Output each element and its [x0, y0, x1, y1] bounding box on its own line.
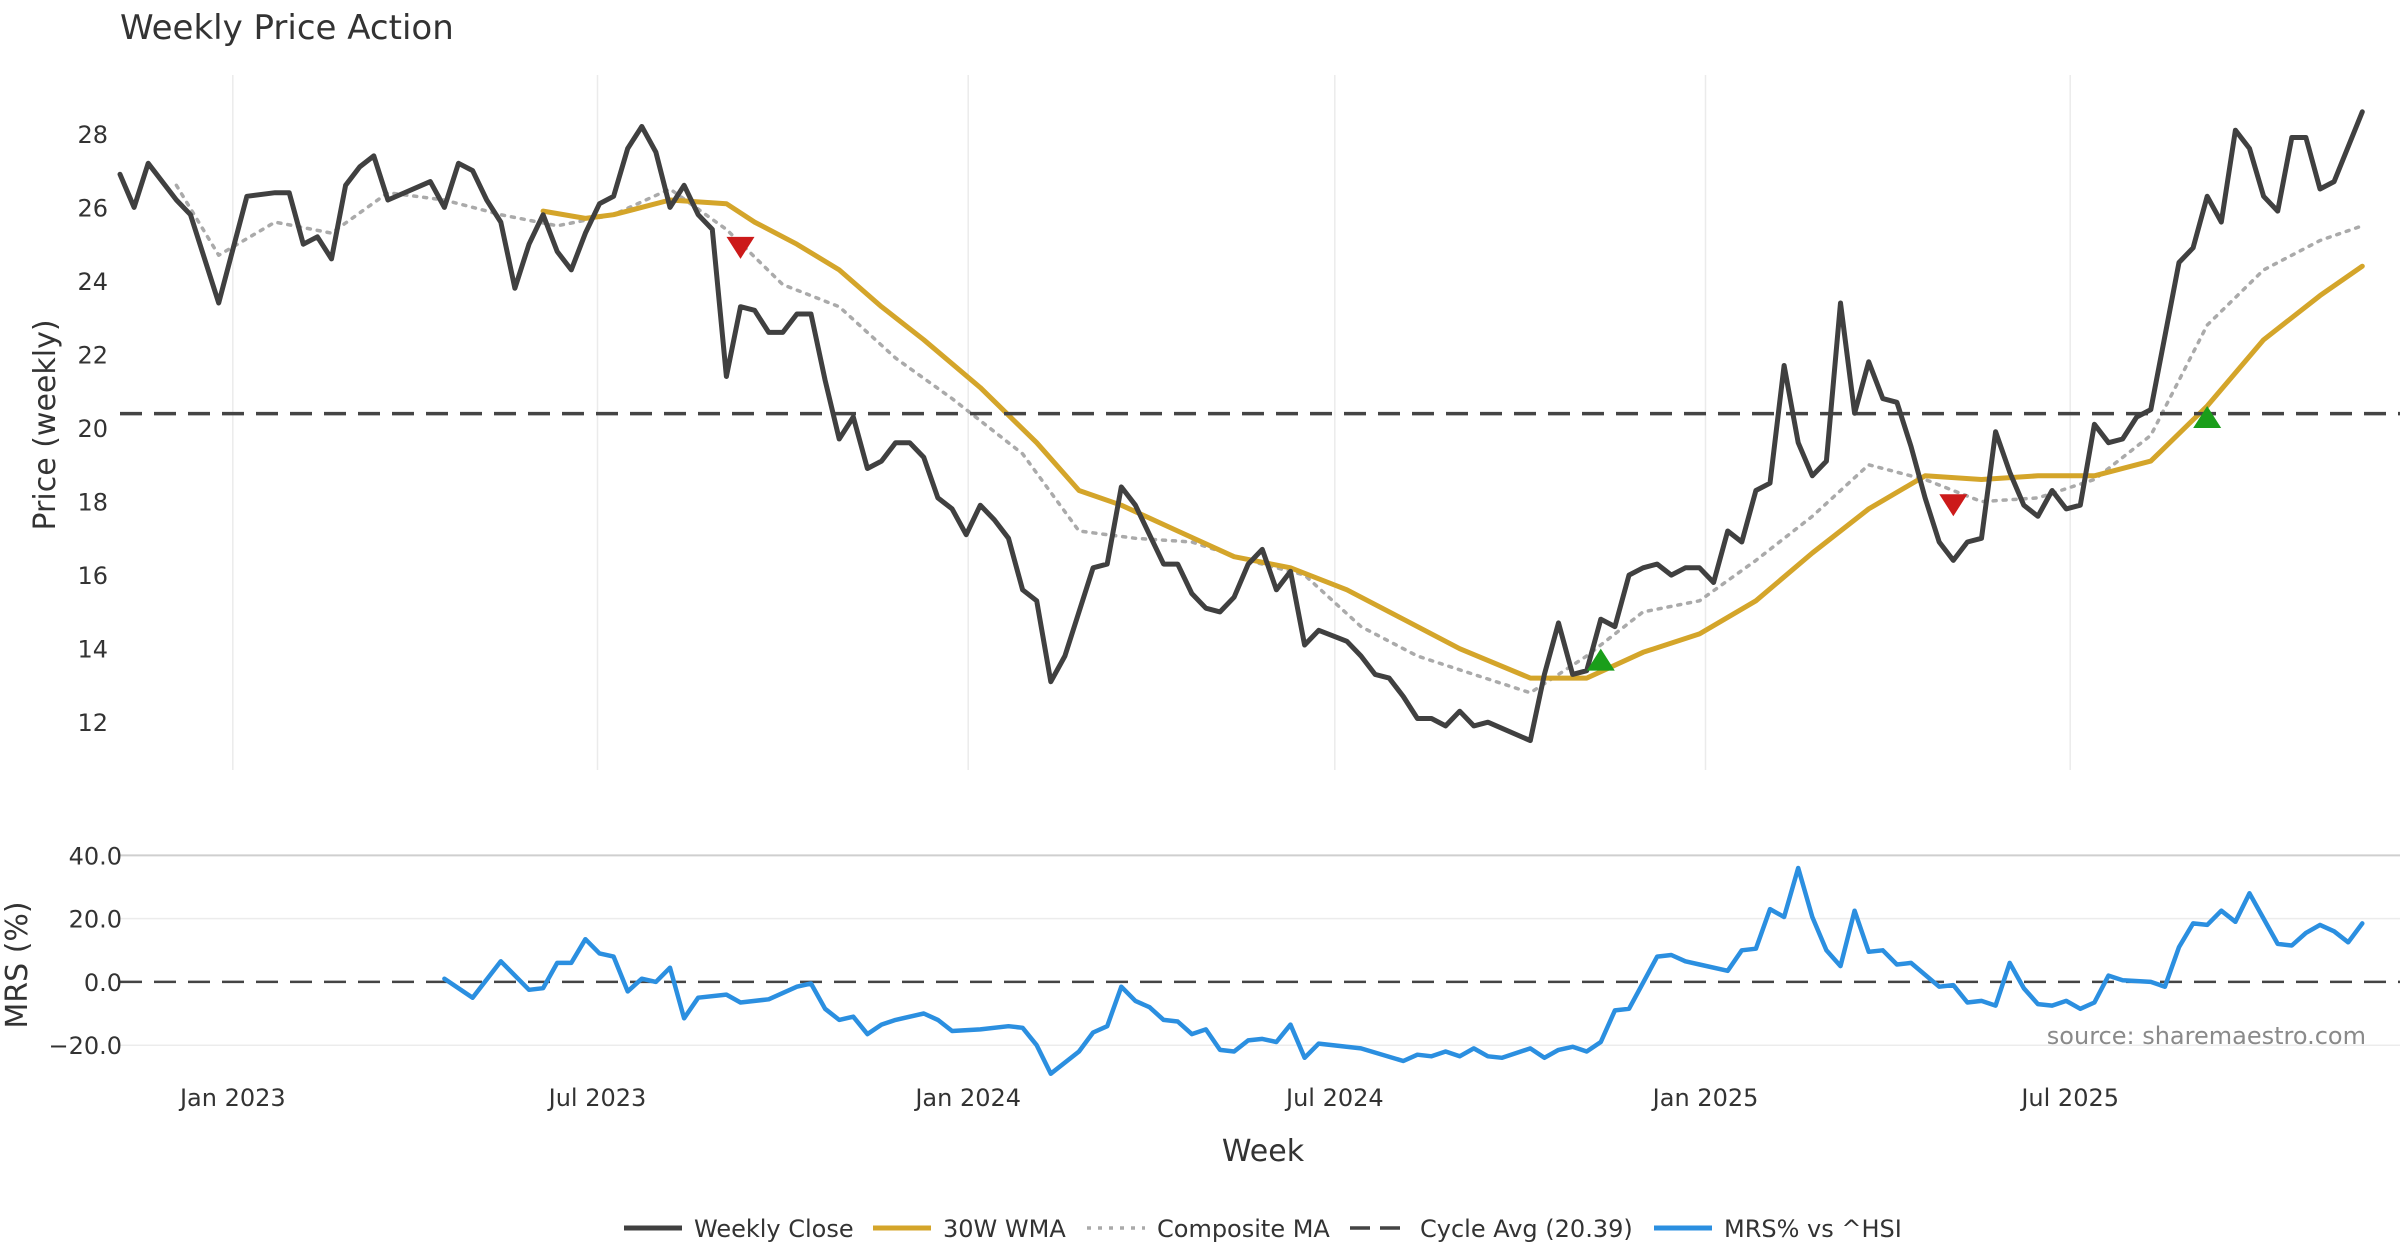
x-axis-label: Week — [1222, 1134, 1305, 1169]
price-y-tick-28: 28 — [77, 121, 108, 149]
legend-label-weekly-close: Weekly Close — [694, 1215, 854, 1243]
price-y-tick-14: 14 — [77, 636, 108, 664]
sell-signal-marker-0 — [726, 236, 755, 259]
signal-markers — [726, 236, 2222, 671]
price-series — [117, 109, 2400, 744]
chart-title: Weekly Price Action — [120, 8, 454, 48]
chart-legend: Weekly Close 30W WMA Composite MA Cycle Avg… — [624, 1215, 1902, 1243]
price-y-tick-22: 22 — [77, 341, 108, 369]
x-tick-jan-2023: Jan 2023 — [178, 1084, 286, 1112]
x-axis-ticks: Jan 2023 Jul 2023 Jan 2024 Jul 2024 Jan 2025… — [178, 1084, 2119, 1112]
x-tick-jul-2023: Jul 2023 — [547, 1084, 647, 1112]
buy-signal-marker-3 — [2193, 405, 2222, 428]
x-tick-jul-2024: Jul 2024 — [1284, 1084, 1384, 1112]
series-weekly-close — [117, 109, 2365, 744]
series-composite-ma — [174, 183, 2365, 695]
x-tick-jul-2025: Jul 2025 — [2019, 1084, 2119, 1112]
price-y-tick-24: 24 — [77, 268, 108, 296]
mrs-y-tick-2: 0.0 — [84, 969, 122, 997]
mrs-y-axis-label: MRS (%) — [0, 901, 35, 1028]
series-30w-wma — [540, 197, 2365, 681]
mrs-gridlines — [120, 854, 2400, 1046]
price-y-tick-12: 12 — [77, 709, 108, 737]
price-y-tick-18: 18 — [77, 489, 108, 517]
price-y-tick-20: 20 — [77, 415, 108, 443]
price-y-tick-26: 26 — [77, 194, 108, 222]
mrs-y-tick-1: 20.0 — [69, 906, 122, 934]
mrs-y-tick-0: 40.0 — [69, 842, 122, 870]
mrs-y-ticks: 40.0 20.0 0.0 −20.0 — [48, 842, 122, 1060]
series-mrs-vs-hsi — [442, 865, 2365, 1076]
mrs-series — [442, 865, 2365, 1076]
legend-label-cycle-avg-20-39: Cycle Avg (20.39) — [1420, 1215, 1633, 1243]
x-tick-jan-2024: Jan 2024 — [913, 1084, 1021, 1112]
x-tick-jan-2025: Jan 2025 — [1651, 1084, 1759, 1112]
legend-label-composite-ma: Composite MA — [1157, 1215, 1330, 1243]
price-y-axis-label: Price (weekly) — [28, 319, 63, 530]
price-y-tick-16: 16 — [77, 562, 108, 590]
legend-label-mrs-vs-hsi: MRS% vs ^HSI — [1724, 1215, 1902, 1243]
buy-signal-marker-1 — [1586, 648, 1615, 671]
mrs-y-tick-3: −20.0 — [48, 1032, 122, 1060]
sell-signal-marker-2 — [1939, 494, 1968, 517]
price-y-ticks: 12 14 16 18 20 22 24 26 28 — [77, 121, 108, 737]
source-annotation: source: sharemaestro.com — [2047, 1022, 2366, 1050]
price-gridlines — [232, 75, 2071, 770]
legend-label-30w-wma: 30W WMA — [943, 1215, 1066, 1243]
